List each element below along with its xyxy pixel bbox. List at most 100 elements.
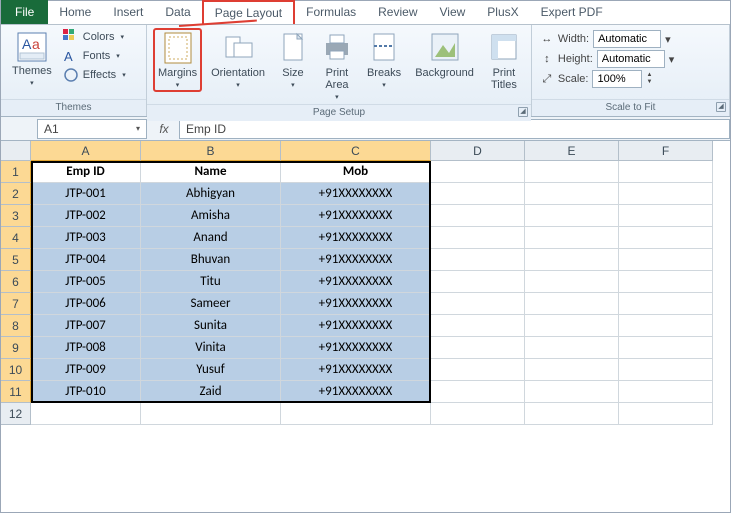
formula-value[interactable]: Emp ID (179, 119, 730, 139)
tab-expert-pdf[interactable]: Expert PDF (530, 0, 614, 24)
cell[interactable]: JTP-004 (31, 249, 141, 271)
cell[interactable] (619, 271, 713, 293)
breaks-button[interactable]: Breaks ▾ (362, 28, 406, 92)
cell[interactable]: Zaid (141, 381, 281, 403)
cell[interactable] (525, 161, 619, 183)
column-header[interactable]: E (525, 141, 619, 161)
cell[interactable] (619, 161, 713, 183)
fx-icon[interactable]: fx (149, 122, 179, 136)
cell[interactable] (619, 381, 713, 403)
cell[interactable] (31, 403, 141, 425)
cell[interactable] (431, 161, 525, 183)
cell[interactable]: Emp ID (31, 161, 141, 183)
cell[interactable] (619, 227, 713, 249)
row-header[interactable]: 6 (1, 271, 31, 293)
orientation-button[interactable]: Orientation ▾ (206, 28, 270, 92)
column-header[interactable]: A (31, 141, 141, 161)
size-button[interactable]: Size ▾ (274, 28, 312, 92)
select-all-corner[interactable] (1, 141, 31, 161)
width-input[interactable] (593, 30, 661, 48)
cell[interactable] (619, 337, 713, 359)
tab-review[interactable]: Review (367, 0, 428, 24)
tab-insert[interactable]: Insert (102, 0, 154, 24)
cell[interactable] (431, 205, 525, 227)
cell[interactable] (431, 359, 525, 381)
column-header[interactable]: D (431, 141, 525, 161)
cell[interactable]: Bhuvan (141, 249, 281, 271)
row-header[interactable]: 11 (1, 381, 31, 403)
cell[interactable] (525, 337, 619, 359)
cell[interactable]: Vinita (141, 337, 281, 359)
cell[interactable] (525, 293, 619, 315)
tab-view[interactable]: View (429, 0, 477, 24)
cell[interactable] (619, 315, 713, 337)
cell[interactable] (141, 403, 281, 425)
cell[interactable]: Amisha (141, 205, 281, 227)
height-input[interactable] (597, 50, 665, 68)
cell[interactable] (619, 249, 713, 271)
row-header[interactable]: 4 (1, 227, 31, 249)
name-box[interactable]: A1 ▾ (37, 119, 147, 139)
row-header[interactable]: 12 (1, 403, 31, 425)
cell[interactable]: +91XXXXXXXX (281, 381, 431, 403)
cell[interactable]: JTP-008 (31, 337, 141, 359)
cell[interactable]: Abhigyan (141, 183, 281, 205)
cell[interactable] (431, 403, 525, 425)
cell[interactable]: Anand (141, 227, 281, 249)
cell[interactable] (431, 183, 525, 205)
cell[interactable]: +91XXXXXXXX (281, 205, 431, 227)
cell[interactable] (619, 403, 713, 425)
cell[interactable] (525, 359, 619, 381)
background-button[interactable]: Background (410, 28, 479, 82)
row-header[interactable]: 5 (1, 249, 31, 271)
cell[interactable]: JTP-010 (31, 381, 141, 403)
tab-formulas[interactable]: Formulas (295, 0, 367, 24)
cell[interactable] (525, 249, 619, 271)
print-titles-button[interactable]: Print Titles (483, 28, 525, 94)
cell[interactable]: Yusuf (141, 359, 281, 381)
fonts-button[interactable]: A Fonts▾ (61, 47, 128, 65)
row-header[interactable]: 1 (1, 161, 31, 183)
row-header[interactable]: 3 (1, 205, 31, 227)
cell[interactable] (619, 205, 713, 227)
cell[interactable] (281, 403, 431, 425)
cell[interactable]: Sameer (141, 293, 281, 315)
column-header[interactable]: B (141, 141, 281, 161)
cell[interactable] (431, 381, 525, 403)
cell[interactable] (525, 403, 619, 425)
cell[interactable] (525, 381, 619, 403)
cell[interactable]: Mob (281, 161, 431, 183)
cell[interactable]: +91XXXXXXXX (281, 359, 431, 381)
dialog-launcher-icon[interactable]: ◢ (518, 107, 528, 117)
file-tab[interactable]: File (1, 0, 48, 24)
chevron-down-icon[interactable]: ▾ (665, 33, 671, 46)
cell[interactable]: JTP-007 (31, 315, 141, 337)
row-header[interactable]: 7 (1, 293, 31, 315)
cell[interactable]: +91XXXXXXXX (281, 337, 431, 359)
cell[interactable] (525, 271, 619, 293)
cell[interactable] (431, 337, 525, 359)
cell[interactable]: Name (141, 161, 281, 183)
cell[interactable]: JTP-003 (31, 227, 141, 249)
scale-input[interactable] (592, 70, 642, 88)
tab-home[interactable]: Home (48, 0, 102, 24)
cell[interactable]: JTP-009 (31, 359, 141, 381)
row-header[interactable]: 10 (1, 359, 31, 381)
cell[interactable]: Sunita (141, 315, 281, 337)
cell[interactable]: +91XXXXXXXX (281, 271, 431, 293)
row-header[interactable]: 2 (1, 183, 31, 205)
row-header[interactable]: 8 (1, 315, 31, 337)
cell[interactable] (525, 205, 619, 227)
margins-button[interactable]: Margins ▾ (153, 28, 202, 92)
cell[interactable]: JTP-005 (31, 271, 141, 293)
tab-data[interactable]: Data (154, 0, 201, 24)
cell[interactable] (431, 271, 525, 293)
cell[interactable] (431, 315, 525, 337)
cell[interactable] (525, 183, 619, 205)
cell[interactable] (525, 227, 619, 249)
tab-plusx[interactable]: PlusX (476, 0, 529, 24)
spinner-icon[interactable]: ▲▼ (646, 72, 652, 86)
column-header[interactable]: C (281, 141, 431, 161)
cell[interactable]: +91XXXXXXXX (281, 249, 431, 271)
print-area-button[interactable]: Print Area ▾ (316, 28, 358, 104)
